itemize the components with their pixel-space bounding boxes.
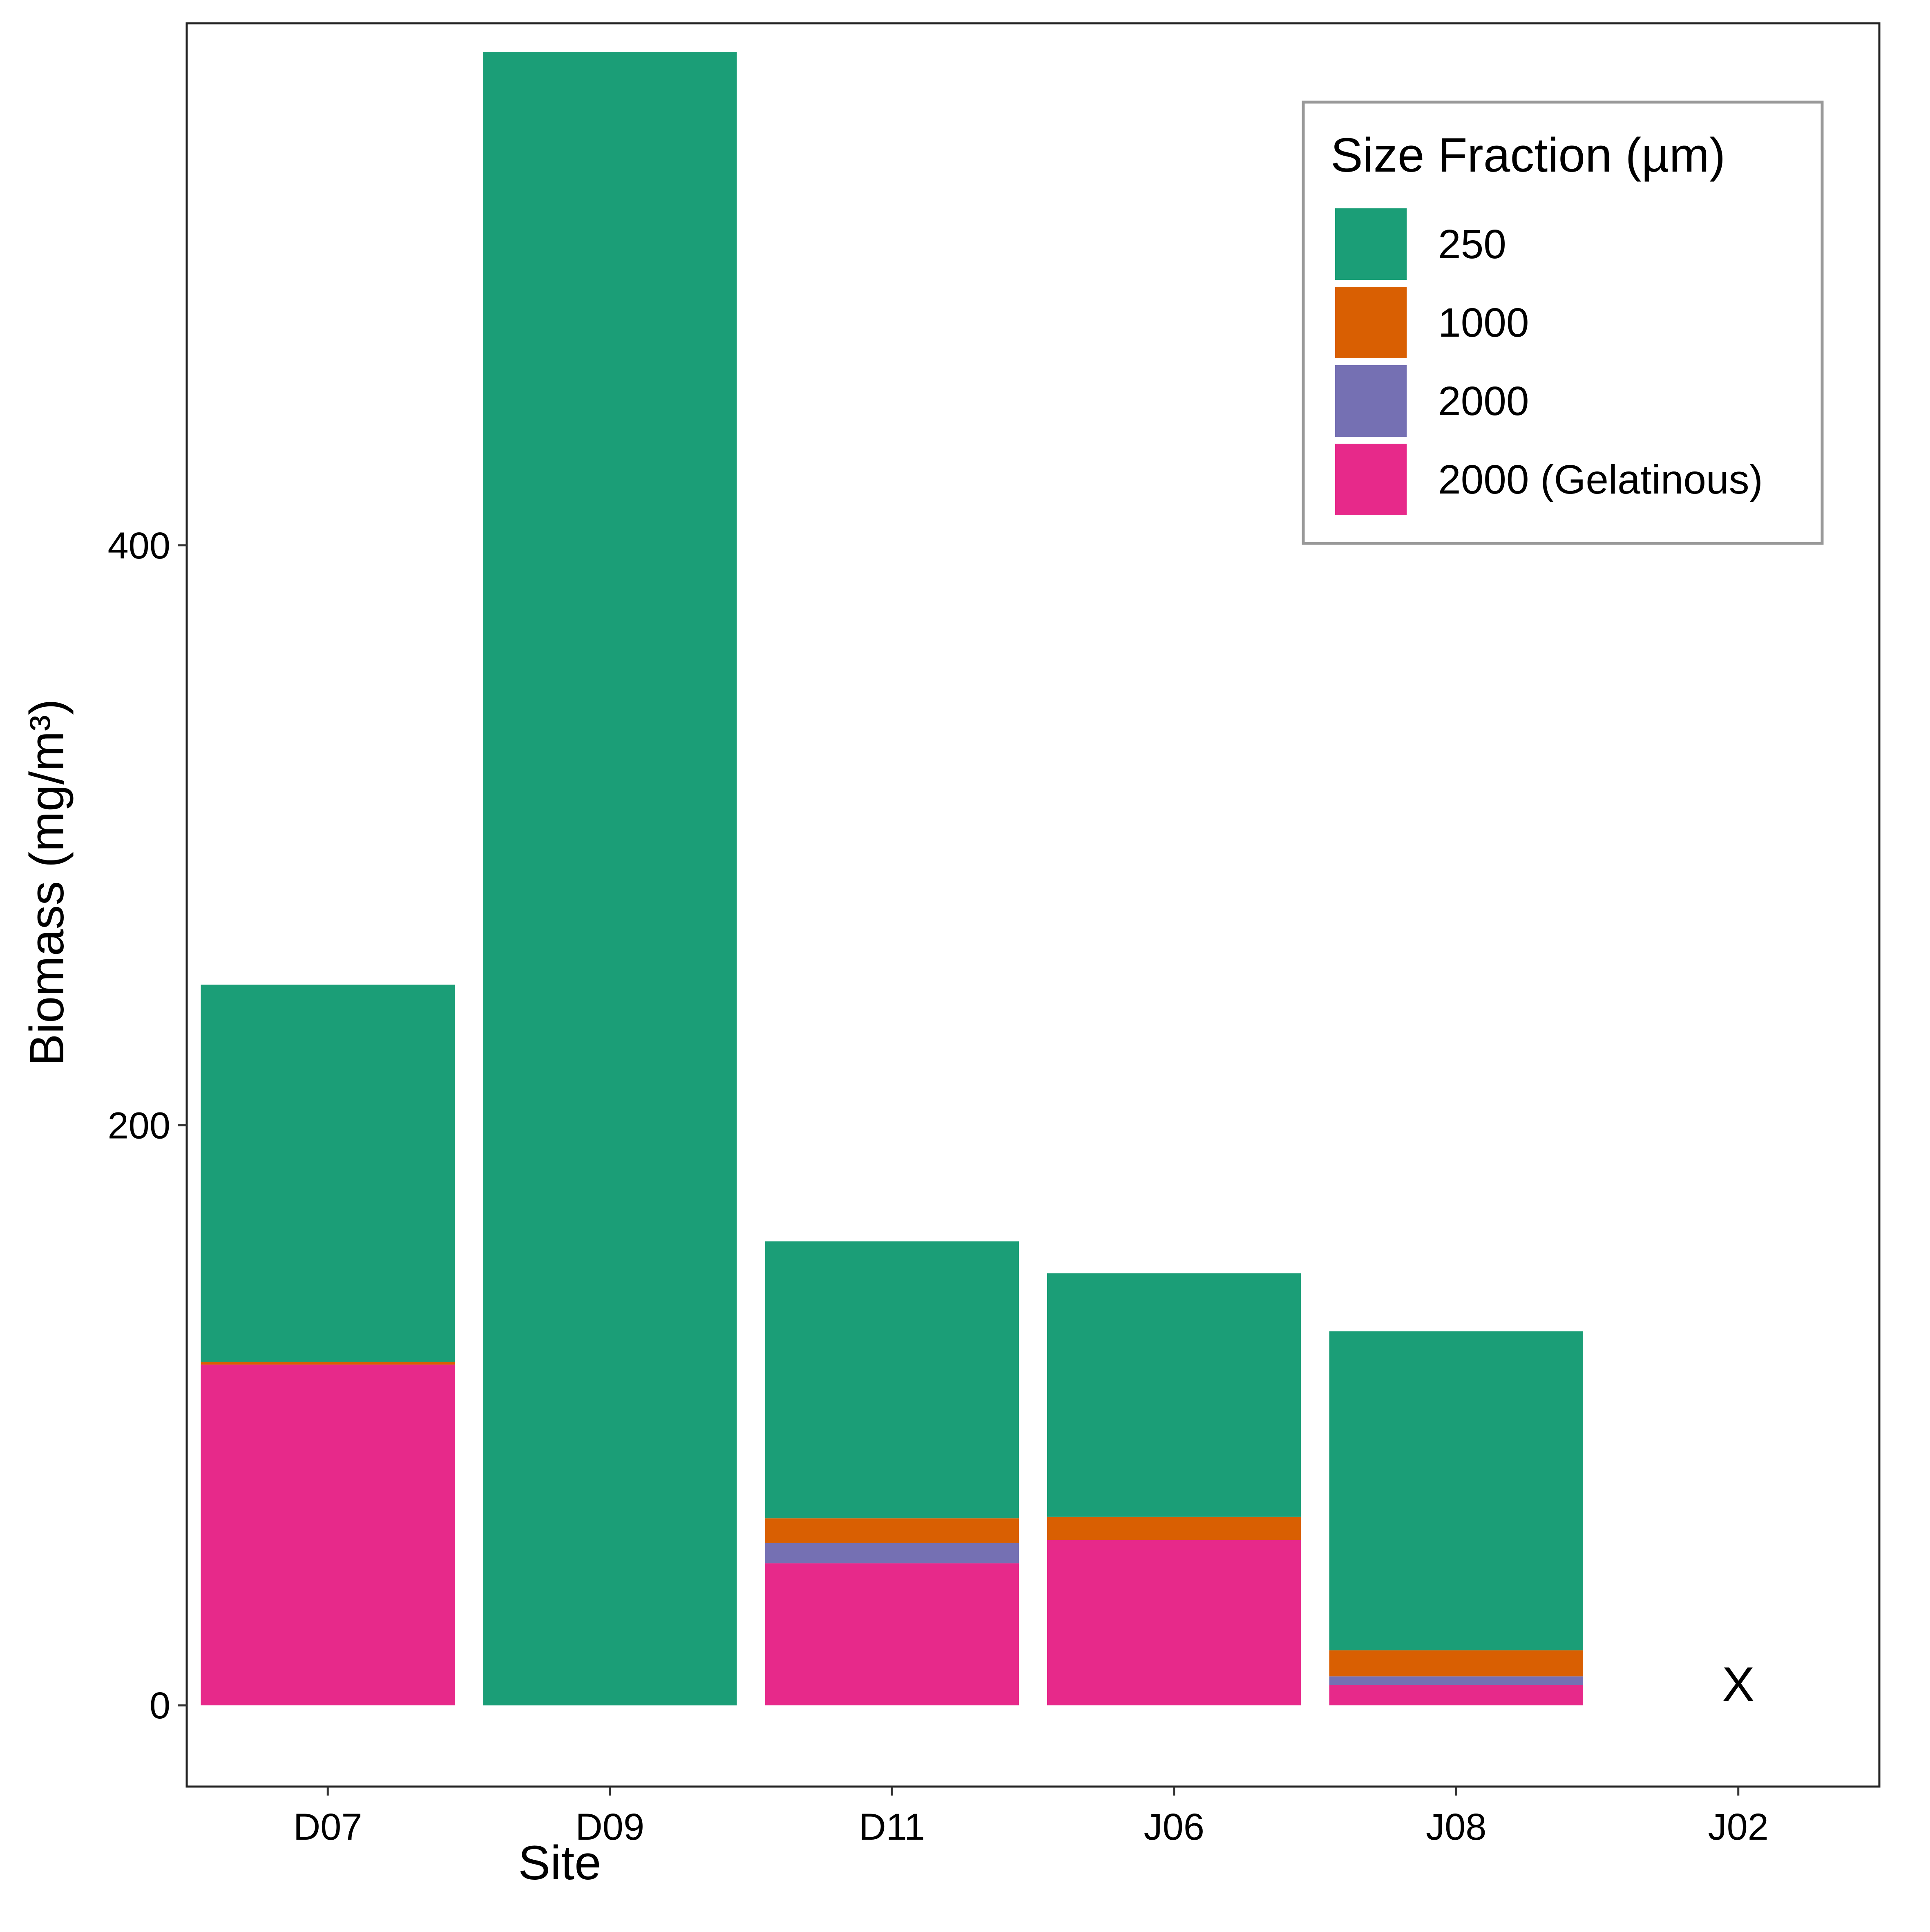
plot-panel-border [185,22,1881,1788]
bar-j08-1000 [1329,1650,1583,1677]
bar-j08-2000-gelatinous [1329,1685,1583,1706]
bar-j08-250 [1329,1331,1583,1651]
x-axis: D07 D09 D11 J06 J08 J02 [293,1787,1769,1848]
legend-label-250: 250 [1438,221,1506,267]
y-axis: 0 200 400 [108,525,187,1727]
legend-swatch-250 [1335,208,1407,280]
bar-j06-1000 [1047,1517,1301,1540]
legend-swatch-2000 [1335,365,1407,437]
annotation-j02: X [1722,1657,1755,1712]
y-axis-title: Biomass (mg/m³) [20,699,74,1066]
bars-layer [201,52,1583,1706]
bar-j08-2000 [1329,1676,1583,1685]
bar-d07-250 [201,985,455,1362]
x-axis-title: Site [518,1836,601,1890]
bar-d11-2000 [765,1543,1019,1563]
legend-title: Size Fraction (µm) [1331,128,1725,182]
annotations: X [1722,1657,1755,1712]
x-tick-label-d09: D09 [575,1806,644,1848]
legend-swatch-2000-gelatinous [1335,444,1407,515]
legend-label-2000: 2000 [1438,378,1529,424]
bar-j06-2000-gelatinous [1047,1540,1301,1706]
x-tick-label-d11: D11 [859,1806,925,1848]
x-tick-label-j02: J02 [1708,1806,1769,1848]
bar-d09-250 [483,52,737,1706]
bar-d11-250 [765,1241,1019,1519]
x-tick-label-j08: J08 [1426,1806,1486,1848]
bar-d11-1000 [765,1518,1019,1543]
y-tick-label-400: 400 [108,525,171,567]
x-tick-label-d07: D07 [293,1806,362,1848]
bar-j06-250 [1047,1273,1301,1517]
legend-swatch-1000 [1335,287,1407,358]
legend-label-2000-gelatinous: 2000 (Gelatinous) [1438,457,1763,503]
legend-label-1000: 1000 [1438,300,1529,346]
bar-d07-1000 [201,1362,455,1365]
bar-d11-2000-gelatinous [765,1563,1019,1706]
legend: Size Fraction (µm) 250 1000 2000 2000 (Gela… [1302,101,1824,545]
legend-items: 250 1000 2000 2000 (Gelatinous) [1335,208,1763,515]
bar-d07-2000-gelatinous [201,1365,455,1706]
x-tick-label-j06: J06 [1144,1806,1204,1848]
y-tick-label-0: 0 [150,1685,170,1727]
y-tick-label-200: 200 [108,1105,171,1147]
